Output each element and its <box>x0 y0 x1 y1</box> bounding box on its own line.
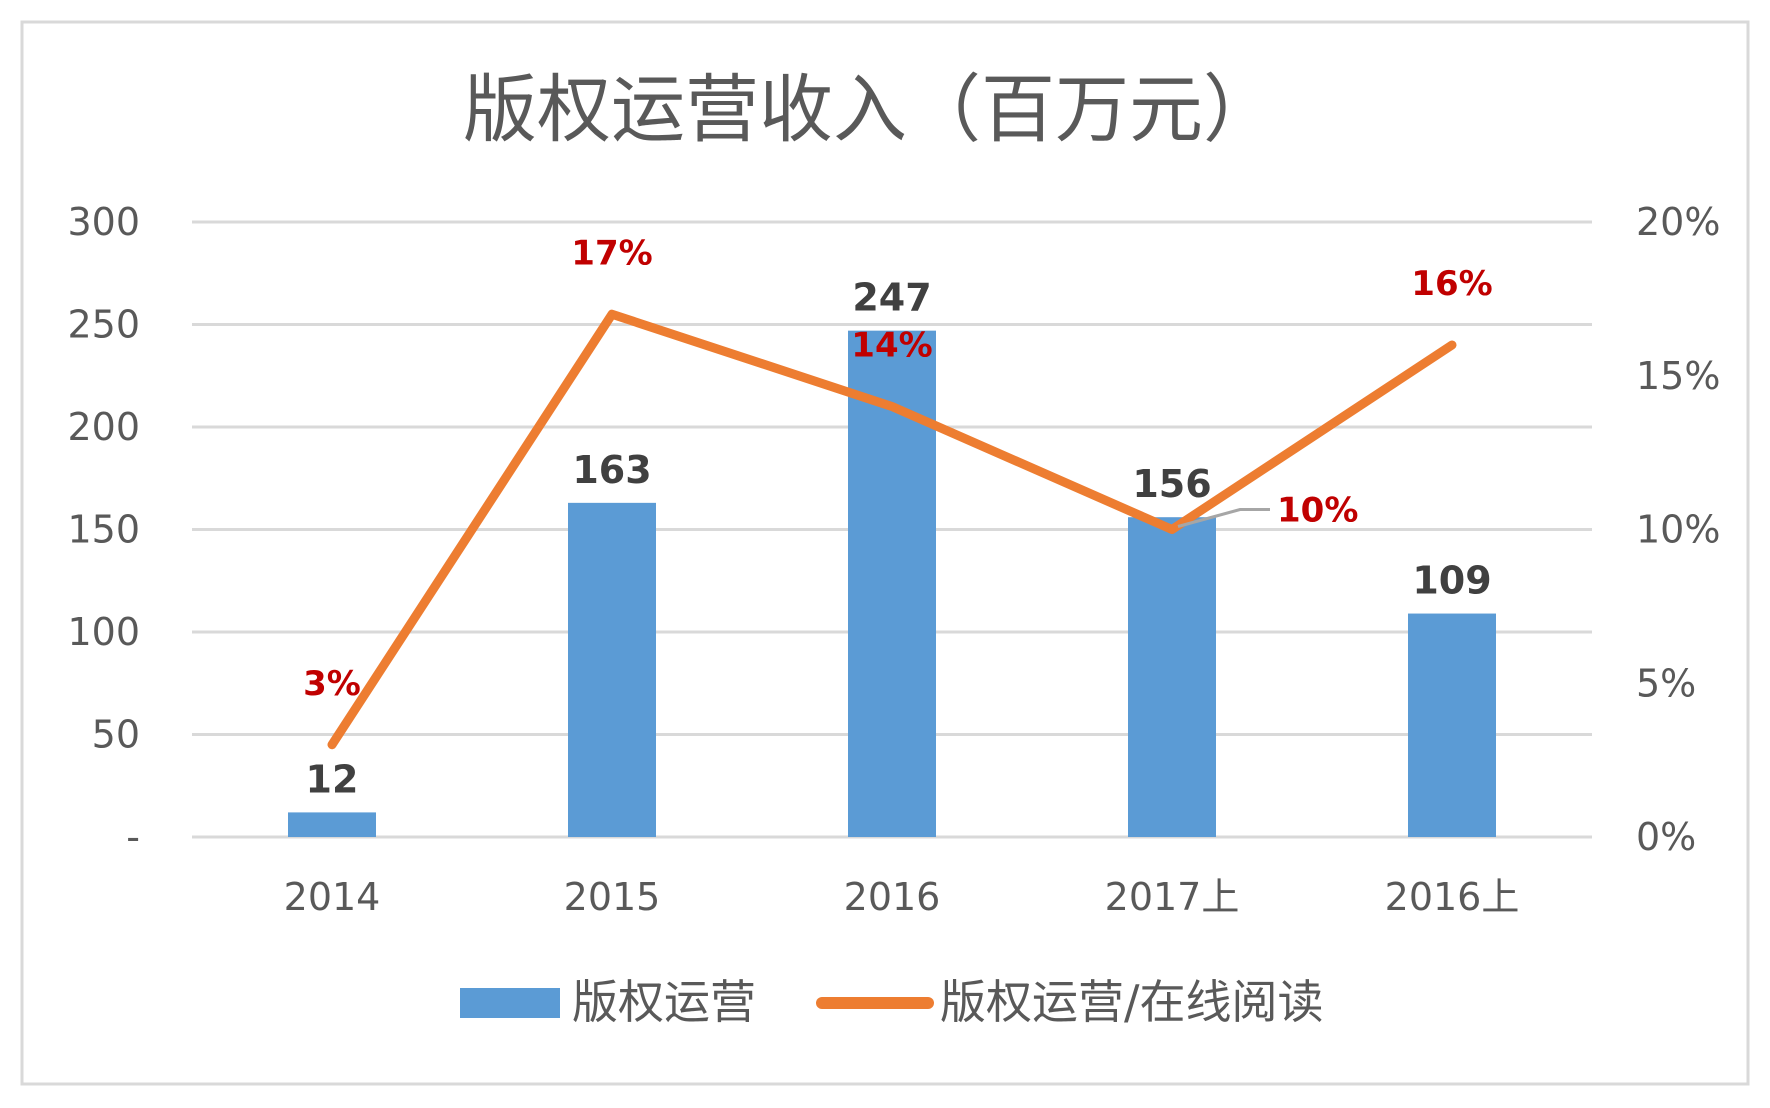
bar <box>1128 517 1216 837</box>
x-tick-label: 2016上 <box>1385 875 1520 919</box>
bar-value-label: 12 <box>306 757 359 801</box>
line-value-label: 17% <box>571 233 652 273</box>
right-axis: 0% 5% 10% 15% 20% <box>1636 200 1720 859</box>
y-tick-label: 150 <box>67 508 140 552</box>
bar-series <box>288 330 1496 837</box>
line-point <box>888 402 896 411</box>
y2-tick-label: 20% <box>1636 200 1720 244</box>
bar <box>1408 613 1496 837</box>
line-value-label: 10% <box>1277 491 1358 531</box>
bar-value-label: 156 <box>1132 462 1211 506</box>
y-tick-label: - <box>126 815 140 859</box>
y-tick-label: 250 <box>67 303 140 347</box>
legend-bar-label: 版权运营 <box>572 975 756 1029</box>
leader-line <box>1177 508 1270 528</box>
y2-tick-label: 10% <box>1636 508 1720 552</box>
line-value-label: 16% <box>1411 264 1492 304</box>
x-tick-label: 2015 <box>564 875 661 919</box>
legend-bar-swatch <box>460 988 560 1018</box>
left-axis: - 50 100 150 200 250 300 <box>67 200 140 859</box>
y2-tick-label: 15% <box>1636 354 1720 398</box>
line-point <box>608 310 616 319</box>
bar <box>568 502 656 837</box>
bar <box>288 812 376 837</box>
bar-value-label: 247 <box>852 276 931 320</box>
x-tick-label: 2016 <box>844 875 941 919</box>
y-tick-label: 300 <box>67 200 140 244</box>
bar-value-label: 109 <box>1412 559 1491 603</box>
line-point <box>1168 525 1176 534</box>
x-tick-label: 2014 <box>284 875 381 919</box>
y-tick-label: 200 <box>67 405 140 449</box>
legend: 版权运营 版权运营/在线阅读 <box>460 975 1324 1029</box>
legend-line-label: 版权运营/在线阅读 <box>940 975 1324 1029</box>
line-value-label: 14% <box>851 326 932 366</box>
line-value-label: 3% <box>303 664 361 704</box>
line-point <box>328 740 336 749</box>
y2-tick-label: 5% <box>1636 661 1696 705</box>
line-point <box>1448 341 1456 349</box>
y2-tick-label: 0% <box>1636 815 1696 859</box>
chart-title: 版权运营收入（百万元） <box>463 67 1277 153</box>
bar-value-label: 163 <box>572 448 651 492</box>
y-tick-label: 100 <box>67 610 140 654</box>
y-tick-label: 50 <box>92 713 140 757</box>
x-tick-label: 2017上 <box>1105 875 1240 919</box>
data-labels: 12 163 247 156 109 3% 17% 14% 10% 16% <box>303 233 1493 801</box>
category-axis: 2014 2015 2016 2017上 2016上 <box>284 875 1520 919</box>
line-series <box>327 309 1457 750</box>
